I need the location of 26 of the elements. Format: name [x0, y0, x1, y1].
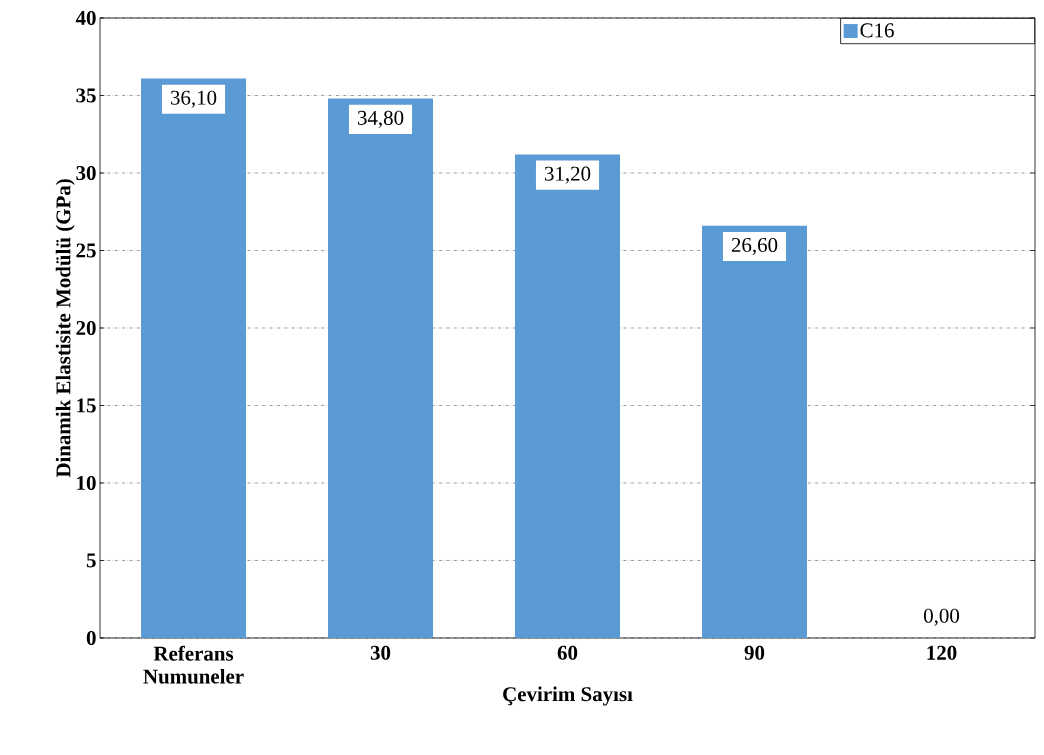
x-tick-label: Referans Numuneler [143, 645, 244, 684]
legend-label: C16 [860, 23, 894, 38]
bar [328, 98, 434, 638]
x-axis-title: Çevirim Sayısı [503, 686, 633, 706]
x-tick-label: 30 [370, 645, 391, 660]
y-tick-label: 30 [76, 165, 96, 181]
bar [141, 78, 247, 638]
y-tick-label: 15 [77, 398, 96, 413]
y-tick-label: 35 [76, 88, 96, 103]
bar [702, 225, 808, 638]
y-tick-label: 25 [76, 243, 96, 258]
x-tick-label: 120 [927, 645, 957, 660]
y-axis-title: Dinamik Elastisite Modülü (GPa) [55, 179, 75, 478]
data-label: 31,20 [544, 166, 591, 184]
data-label: 26,60 [731, 237, 778, 256]
y-tick-label: 0 [86, 630, 96, 646]
data-label: 36,10 [170, 90, 217, 108]
bar [515, 154, 621, 638]
x-tick-label: 60 [557, 645, 578, 660]
data-label: 0,00 [924, 608, 960, 626]
y-tick-label: 10 [77, 475, 96, 491]
x-tick-label: 90 [744, 645, 765, 660]
data-label: 34,80 [357, 110, 404, 128]
y-tick-label: 40 [75, 10, 96, 26]
y-tick-label: 20 [76, 320, 96, 336]
y-tick-label: 5 [86, 553, 96, 568]
